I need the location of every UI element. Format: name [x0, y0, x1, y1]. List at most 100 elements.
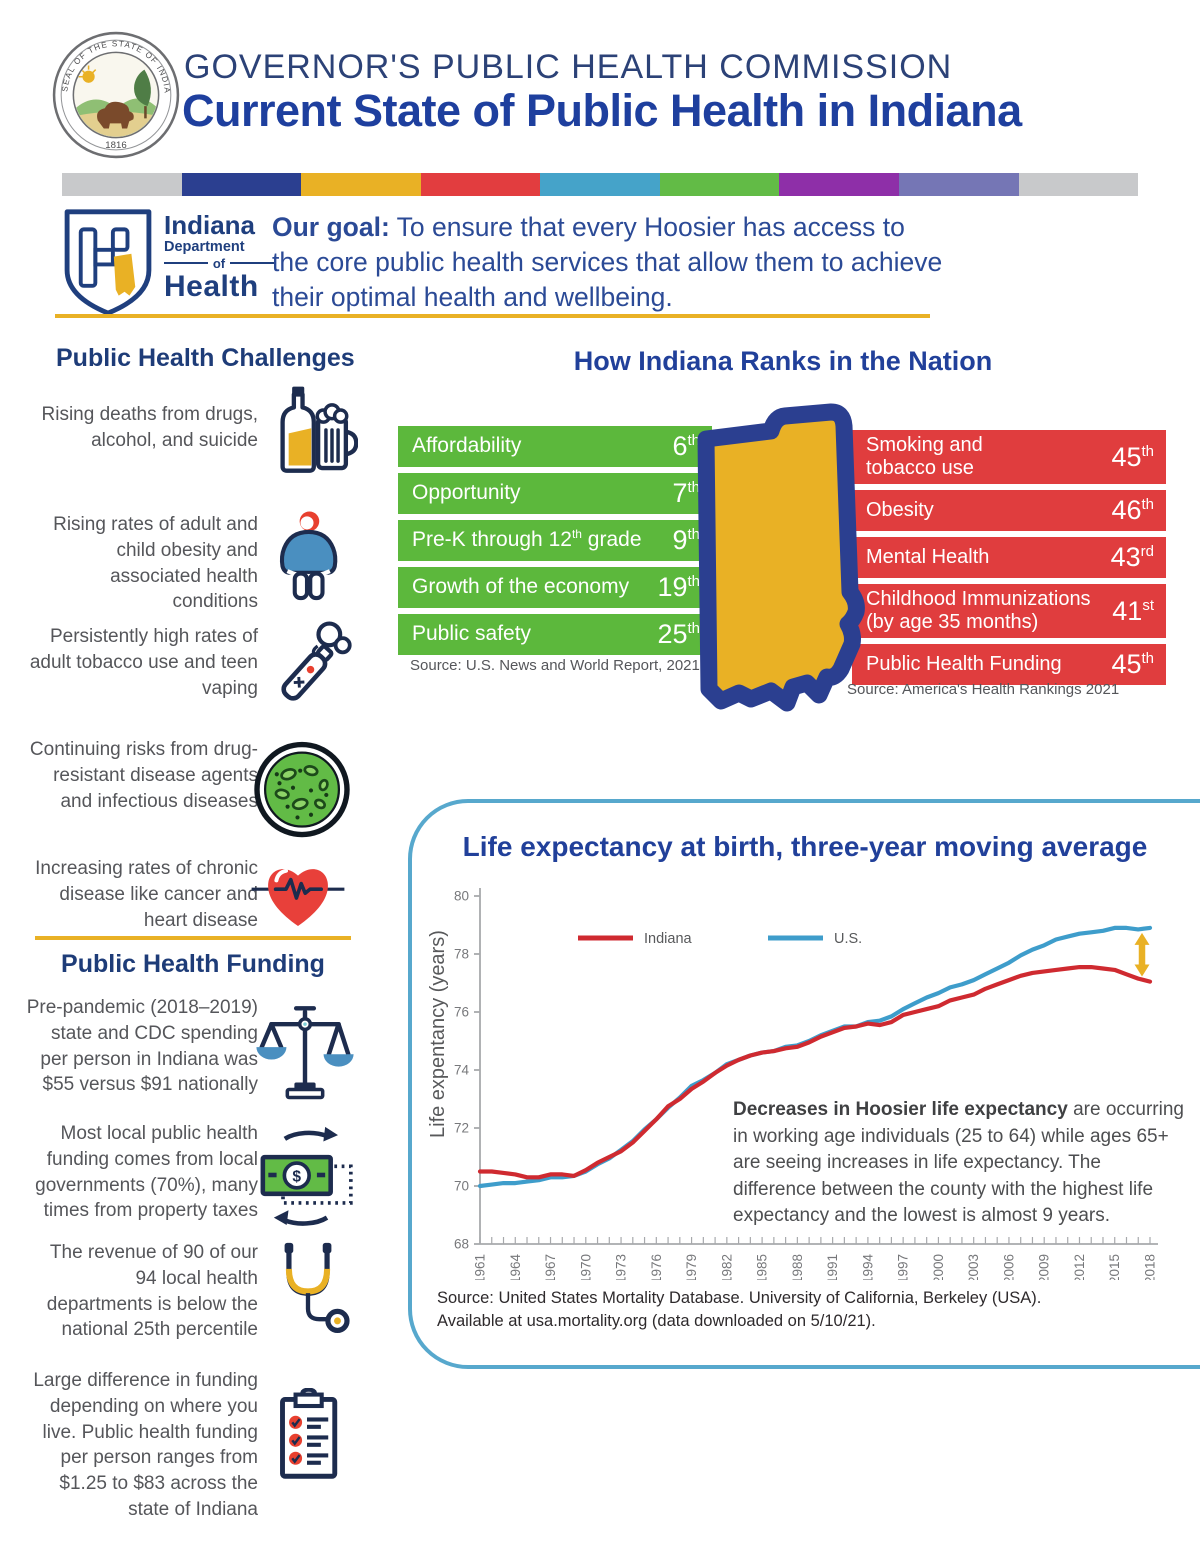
ranking-label: Obesity — [866, 499, 934, 521]
color-strip-segment — [659, 173, 780, 196]
ranking-row: Pre-K through 12th grade 9th — [398, 520, 712, 561]
y-tick-label: 76 — [454, 1005, 469, 1020]
goal-lead: Our goal: — [272, 212, 390, 242]
ranking-value: 43rd — [1110, 542, 1154, 572]
alcohol-bottle-mug-icon — [254, 383, 358, 483]
stethoscope-icon — [256, 1234, 360, 1348]
gold-divider — [35, 936, 351, 940]
chart-title: Life expectancy at birth, three-year mov… — [462, 831, 1148, 862]
x-tick-label: 1997 — [896, 1254, 911, 1280]
x-tick-label: 1967 — [543, 1254, 558, 1280]
y-tick-label: 68 — [454, 1237, 469, 1252]
x-tick-label: 2018 — [1143, 1254, 1158, 1280]
color-strip-segment — [301, 173, 421, 196]
x-tick-label: 2000 — [931, 1254, 946, 1280]
ranking-label: Opportunity — [412, 481, 521, 505]
color-strip-segment — [898, 173, 1019, 196]
good-rankings-list: Affordability 6th Opportunity 7th Pre-K thro… — [398, 426, 712, 661]
good-rankings-source: Source: U.S. News and World Report, 2021 — [410, 657, 700, 674]
color-strip-segment — [1018, 173, 1139, 196]
ranking-value: 46th — [1111, 495, 1154, 525]
color-strip-segment — [62, 173, 182, 196]
x-tick-label: 1973 — [614, 1254, 629, 1280]
x-tick-label: 1988 — [790, 1254, 805, 1280]
indiana-shape-small — [113, 253, 136, 296]
y-tick-label: 80 — [454, 889, 469, 904]
color-strip-segment — [779, 173, 899, 196]
color-strip-segment — [420, 173, 541, 196]
ranking-row: Mental Health 43rd — [852, 537, 1166, 578]
idoh-line-health: Health — [164, 269, 259, 303]
balance-scale-icon — [252, 996, 358, 1108]
bad-rankings-list: Smoking and tobacco use 45th Obesity 46th Me… — [852, 430, 1166, 691]
color-strip — [62, 173, 1139, 196]
ranking-row: Growth of the economy 19th — [398, 567, 712, 608]
ranking-value: 45th — [1111, 649, 1154, 679]
x-tick-label: 1970 — [578, 1254, 593, 1280]
funding-item-text: Large difference in funding depending on… — [33, 1370, 258, 1521]
money-cycle-icon — [250, 1116, 360, 1234]
commission-eyebrow: GOVERNOR'S PUBLIC HEALTH COMMISSION — [184, 48, 953, 86]
ranking-value: 9th — [672, 525, 700, 555]
rankings-heading: How Indiana Ranks in the Nation — [573, 346, 993, 376]
chart-y-axis-label: Life expentancy (years) — [428, 930, 449, 1138]
ranking-label: Public safety — [412, 622, 532, 646]
ranking-label: Smoking and tobacco use — [866, 434, 983, 479]
challenge-item-text: Continuing risks from drug-resistant dis… — [29, 739, 258, 812]
y-tick-label: 70 — [454, 1179, 469, 1194]
idoh-line-department: Department — [164, 239, 245, 255]
chart-panel — [408, 799, 1200, 1369]
challenge-item-text: Rising rates of adult and child obesity … — [53, 514, 258, 613]
idoh-wordmark: Indiana Department of Health — [164, 212, 274, 302]
x-tick-label: 2012 — [1072, 1254, 1087, 1280]
y-tick-label: 78 — [454, 947, 469, 962]
y-tick-label: 72 — [454, 1121, 469, 1136]
ranking-value: 19th — [657, 572, 700, 602]
ranking-row: Public Health Funding 45th — [852, 644, 1166, 685]
x-tick-label: 1979 — [684, 1254, 699, 1280]
heart-pulse-icon — [240, 846, 356, 938]
x-tick-label: 2003 — [966, 1254, 981, 1280]
chart-source: Source: United States Mortality Database… — [437, 1289, 1042, 1330]
ranking-value: 7th — [672, 478, 700, 508]
ranking-label: Pre-K through 12th grade — [412, 527, 642, 552]
ranking-value: 6th — [672, 431, 700, 461]
obesity-person-icon — [258, 492, 356, 620]
legend-label: U.S. — [834, 931, 862, 947]
clipboard-checklist-icon — [258, 1374, 356, 1496]
color-strip-segment — [181, 173, 302, 196]
y-tick-label: 74 — [454, 1063, 470, 1078]
ranking-value: 45th — [1111, 441, 1154, 472]
challenge-item-text: Persistently high rates of adult tobacco… — [29, 626, 258, 699]
ranking-value: 41st — [1112, 595, 1154, 626]
challenges-heading: Public Health Challenges — [56, 344, 355, 372]
legend-label: Indiana — [644, 931, 693, 947]
x-tick-label: 2006 — [1001, 1254, 1016, 1280]
challenge-item-text: Rising deaths from drugs, alcohol, and s… — [41, 404, 259, 451]
x-tick-label: 1961 — [473, 1254, 488, 1280]
idoh-line-indiana: Indiana — [164, 210, 256, 240]
x-tick-label: 1964 — [508, 1254, 523, 1280]
idoh-shield-logo — [64, 209, 152, 316]
chart-annotation: Decreases in Hoosier life expectancy are… — [733, 1099, 1184, 1227]
funding-heading: Public Health Funding — [61, 950, 325, 978]
ranking-row: Public safety 25th — [398, 614, 712, 655]
x-tick-label: 2009 — [1037, 1254, 1052, 1280]
x-tick-label: 1994 — [860, 1254, 875, 1280]
challenge-item-text: Increasing rates of chronic disease like… — [35, 858, 258, 931]
indiana-state-map — [697, 403, 865, 712]
x-tick-label: 1991 — [825, 1254, 840, 1280]
page-title: Current State of Public Health in Indian… — [182, 85, 1022, 136]
ranking-label: Public Health Funding — [866, 653, 1062, 675]
ranking-label: Growth of the economy — [412, 575, 630, 599]
chart-axes — [474, 888, 1158, 1245]
ranking-value: 25th — [657, 619, 700, 649]
ranking-label: Childhood Immunizations (by age 35 month… — [866, 588, 1091, 633]
ranking-label: Mental Health — [866, 546, 990, 568]
funding-item-text: Most local public health funding comes f… — [35, 1123, 258, 1222]
x-tick-label: 1982 — [719, 1254, 734, 1280]
x-tick-label: 1976 — [649, 1254, 664, 1280]
goal-statement: Our goal: To ensure that every Hoosier h… — [272, 210, 944, 315]
ranking-row: Smoking and tobacco use 45th — [852, 430, 1166, 484]
